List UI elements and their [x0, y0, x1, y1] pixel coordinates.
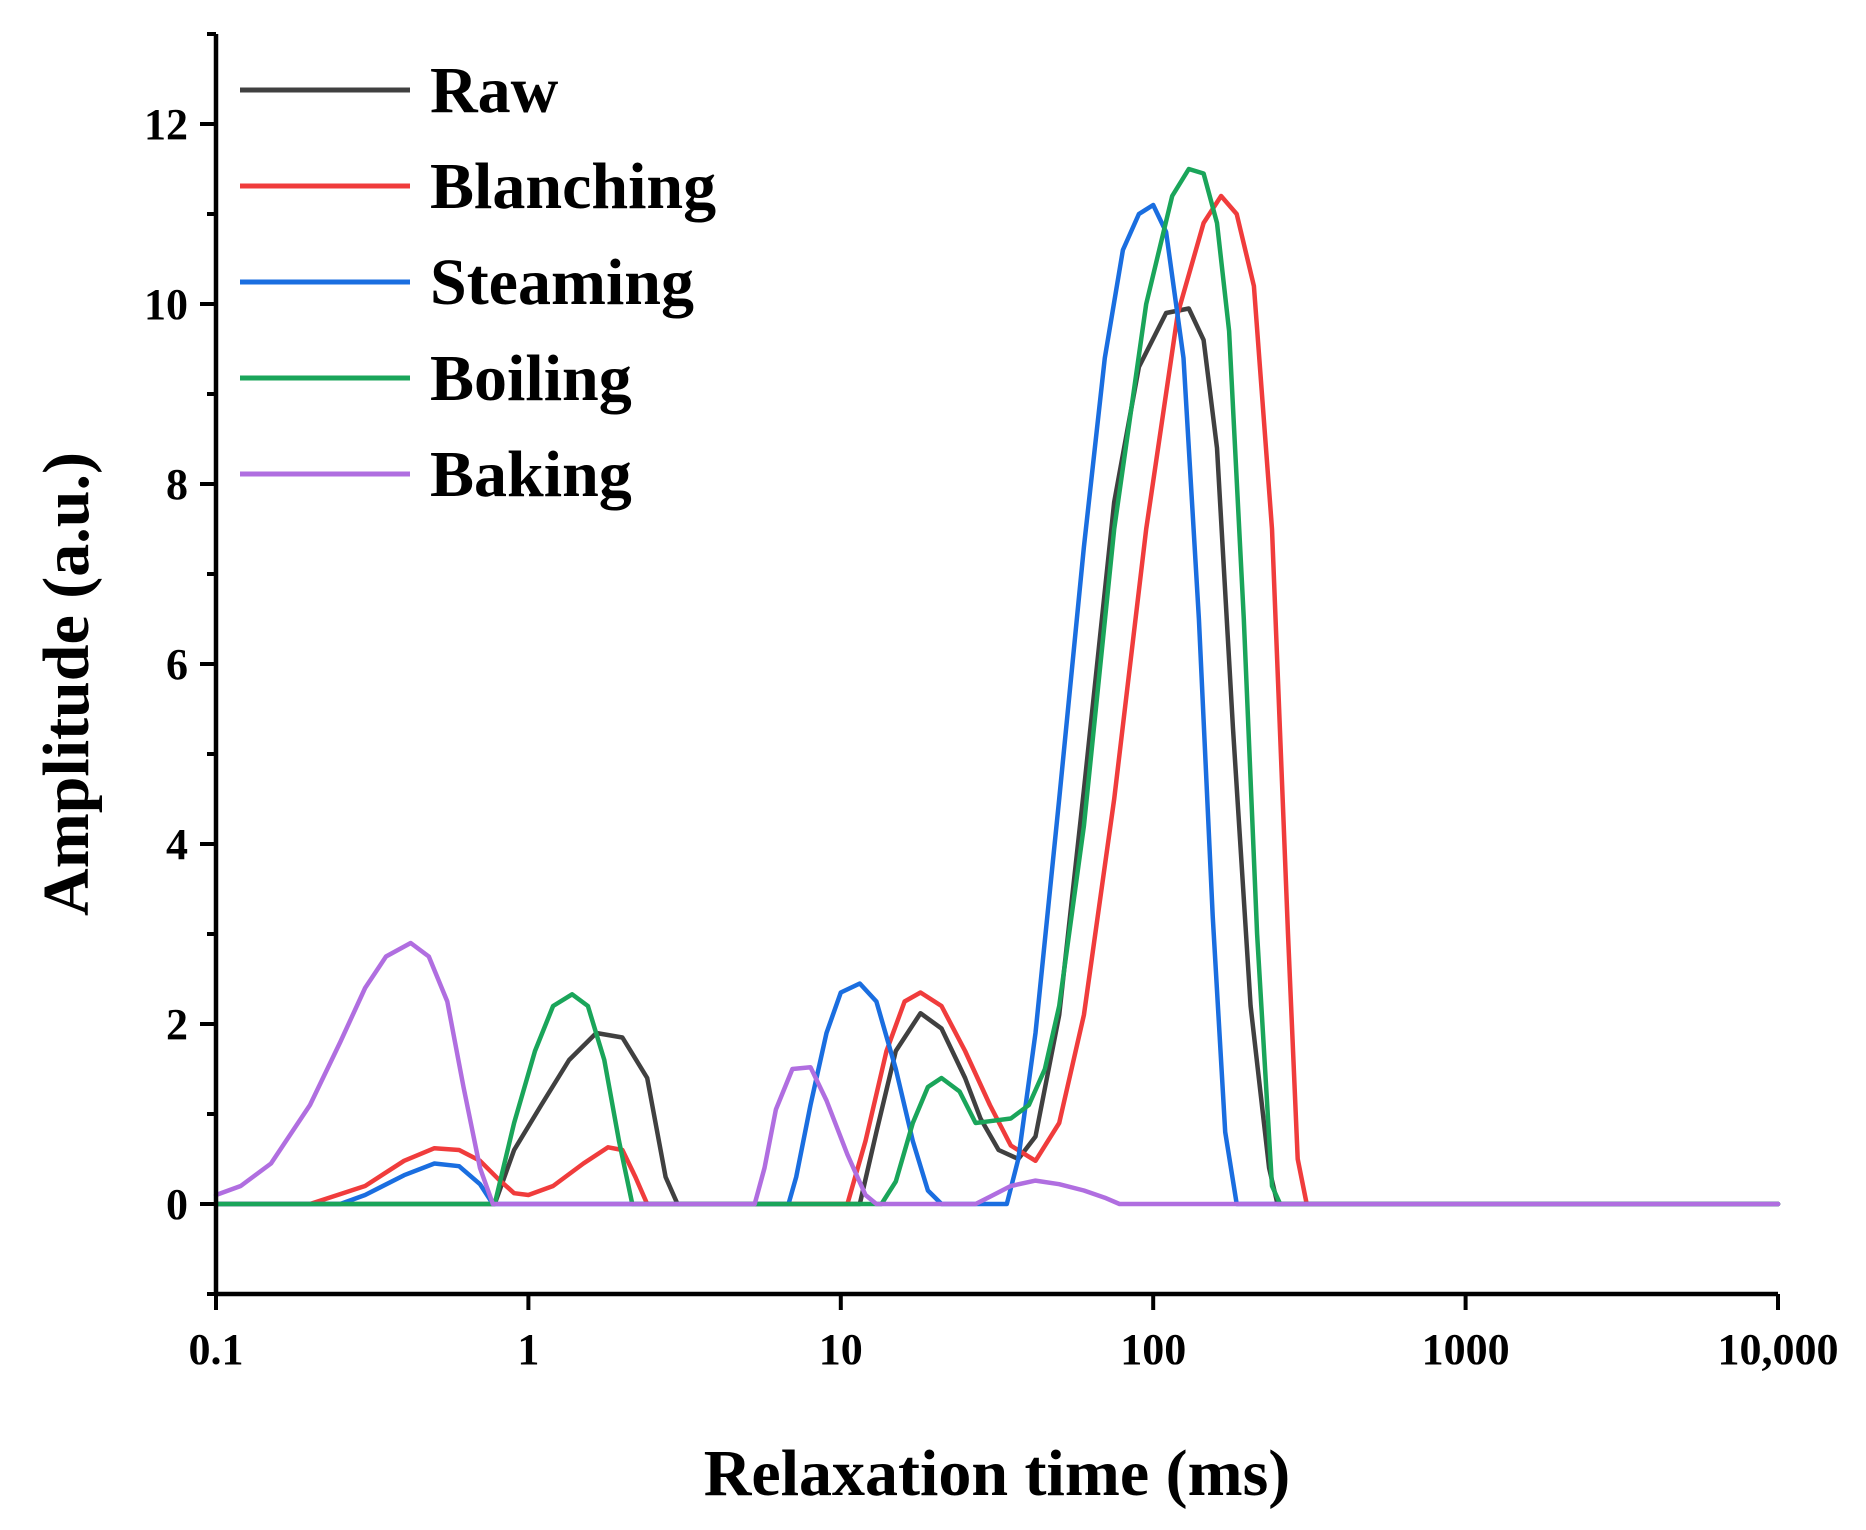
y-tick-label: 8: [166, 460, 188, 509]
legend-label-raw: Raw: [430, 54, 559, 127]
legend-label-blanching: Blanching: [430, 150, 716, 223]
x-axis-title: Relaxation time (ms): [704, 1437, 1291, 1510]
x-tick-label: 10: [819, 1325, 863, 1374]
y-tick-label: 0: [166, 1180, 188, 1229]
y-tick-label: 4: [166, 820, 188, 869]
y-axis-title: Amplitude (a.u.): [30, 452, 103, 916]
x-tick-label: 100: [1120, 1325, 1186, 1374]
y-tick-label: 12: [144, 100, 188, 149]
series-line-steaming: [213, 202, 1781, 1207]
axes: [213, 34, 1778, 1297]
legend-label-steaming: Steaming: [430, 246, 694, 319]
series-line-raw: [213, 306, 1781, 1207]
legend: Raw Blanching Steaming Boiling Baking: [240, 54, 716, 511]
y-tick-label: 10: [144, 280, 188, 329]
legend-label-baking: Baking: [430, 438, 632, 511]
ticks: 0 2 4 6 8 10 12 0.1 1 10 100 1000 10,000: [144, 32, 1839, 1374]
y-tick-label: 2: [166, 1000, 188, 1049]
legend-label-boiling: Boiling: [430, 342, 632, 415]
x-tick-label: 1000: [1422, 1325, 1510, 1374]
series-line-baking: [213, 940, 1781, 1207]
series-line-boiling: [213, 166, 1781, 1207]
series-layer: [213, 166, 1781, 1207]
y-tick-label: 6: [166, 640, 188, 689]
x-tick-label: 10,000: [1718, 1325, 1839, 1374]
x-tick-label: 0.1: [189, 1325, 244, 1374]
series-line-blanching: [213, 193, 1781, 1207]
x-tick-label: 1: [517, 1325, 539, 1374]
